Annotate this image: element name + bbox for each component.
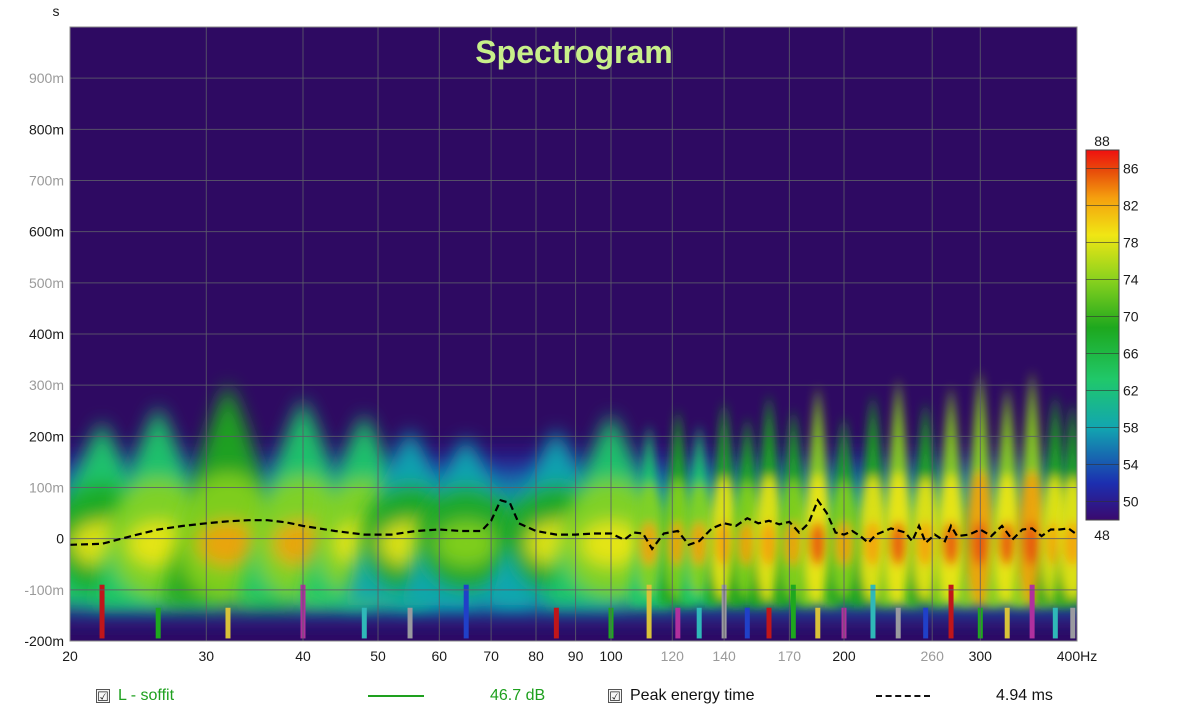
- color-scale-tick-label: 70: [1123, 309, 1139, 325]
- heat-peak-core: [760, 521, 778, 566]
- y-axis-ticks: -200m -100m 0 100m 200m 300m 400m 500m 600m 700m 8…: [24, 70, 64, 649]
- x-tick-label: 60: [432, 648, 448, 664]
- x-tick-label: 40: [295, 648, 311, 664]
- heat-peak-core: [127, 521, 189, 566]
- x-tick-label: 70: [483, 648, 499, 664]
- x-tick-label: 200: [832, 648, 856, 664]
- marker-bar: [225, 607, 231, 639]
- color-scale-tick-label: 66: [1123, 346, 1139, 362]
- color-scale-tick-label: 78: [1123, 235, 1139, 251]
- color-scale-min-label: 48: [1094, 527, 1110, 543]
- color-scale-max-label: 88: [1094, 133, 1110, 149]
- spectrogram-chart: Spectrogram s 20 30 40 50 60 70 80 90 100 120 140 1…: [24, 3, 1139, 664]
- color-scale-tick-label: 58: [1123, 420, 1139, 436]
- marker-bar: [744, 607, 750, 639]
- y-tick-label: 100m: [29, 480, 64, 496]
- color-scale-bar: [1085, 149, 1120, 521]
- heat-peak-core: [197, 521, 259, 566]
- color-scale-tick-label: 54: [1123, 457, 1139, 473]
- heat-peak-core: [916, 521, 935, 566]
- marker-bar: [155, 607, 161, 639]
- y-tick-label: -100m: [24, 582, 64, 598]
- l-soffit-value: 46.7 dB: [490, 684, 545, 708]
- marker-bar: [895, 607, 901, 639]
- marker-bar: [463, 584, 469, 639]
- heat-peak-core: [1023, 521, 1041, 566]
- marker-bar: [815, 607, 821, 639]
- chart-title: Spectrogram: [475, 34, 672, 70]
- marker-bar: [675, 607, 681, 639]
- x-tick-label: 260: [921, 648, 945, 664]
- y-tick-label: 300m: [29, 377, 64, 393]
- marker-bar: [646, 584, 652, 639]
- color-scale-ticks: 50 54 58 62 66 70 74 78 82 86 88 48: [1086, 133, 1139, 543]
- y-tick-label: -200m: [24, 633, 64, 649]
- legend-item-l-soffit[interactable]: ☑ L - soffit: [96, 684, 174, 708]
- y-tick-label: 800m: [29, 121, 64, 137]
- peak-energy-time-series: [70, 498, 1077, 551]
- y-tick-label: 900m: [29, 70, 64, 86]
- x-tick-label: 300: [969, 648, 993, 664]
- l-soffit-value-text: 46.7 dB: [490, 687, 546, 704]
- y-tick-label: 400m: [29, 326, 64, 342]
- y-tick-label: 700m: [29, 173, 64, 189]
- x-tick-label: 20: [62, 648, 78, 664]
- marker-bar: [870, 584, 876, 639]
- l-soffit-line-swatch: [368, 684, 424, 708]
- x-tick-label: 120: [661, 648, 685, 664]
- marker-bar: [1070, 607, 1076, 639]
- y-tick-label: 600m: [29, 224, 64, 240]
- x-tick-label: 140: [712, 648, 736, 664]
- x-axis-ticks: 20 30 40 50 60 70 80 90 100 120 140 170 200 260 300 400…: [62, 648, 1097, 664]
- heat-peak-core: [640, 521, 658, 566]
- marker-bar: [361, 607, 367, 639]
- color-scale-tick-label: 74: [1123, 272, 1139, 288]
- plot-frame: [69, 26, 1078, 642]
- heat-peak-core: [998, 521, 1017, 566]
- y-axis-unit: s: [53, 3, 60, 19]
- color-scale-tick-label: 50: [1123, 494, 1139, 510]
- heat-peak-core: [784, 521, 803, 566]
- l-soffit-checkbox[interactable]: ☑: [96, 688, 110, 704]
- marker-bar: [553, 607, 559, 639]
- peak-energy-time-value: 4.94 ms: [996, 684, 1053, 708]
- peak-energy-time-line: [70, 498, 1077, 551]
- x-tick-label: 400Hz: [1057, 648, 1097, 664]
- peak-energy-time-value-text: 4.94 ms: [996, 687, 1053, 704]
- marker-bar: [99, 584, 105, 639]
- l-soffit-label: L - soffit: [118, 687, 175, 704]
- marker-bar: [696, 607, 702, 639]
- color-scale-tick-label: 82: [1123, 198, 1139, 214]
- x-tick-label: 90: [568, 648, 584, 664]
- marker-bar: [407, 607, 413, 639]
- x-tick-label: 50: [370, 648, 386, 664]
- marker-bar: [948, 584, 954, 639]
- marker-bar: [766, 607, 772, 639]
- y-tick-label: 0: [56, 531, 64, 547]
- marker-bar: [923, 607, 929, 639]
- heat-peak-core: [435, 521, 497, 566]
- heat-peak-core: [808, 521, 827, 566]
- color-scale-tick-label: 62: [1123, 383, 1139, 399]
- heat-peak-core: [1063, 521, 1077, 566]
- color-scale-tick-label: 86: [1123, 161, 1139, 177]
- x-tick-label: 30: [199, 648, 215, 664]
- x-tick-label: 80: [528, 648, 544, 664]
- y-tick-label: 200m: [29, 428, 64, 444]
- x-tick-label: 170: [778, 648, 802, 664]
- peak-energy-time-line-swatch: [876, 684, 930, 708]
- legend-item-peak-energy-time[interactable]: ☑ Peak energy time: [608, 684, 755, 708]
- x-tick-label: 100: [599, 648, 623, 664]
- heat-peak-core: [738, 521, 757, 566]
- heat-peak-core: [864, 521, 882, 566]
- marker-bar: [1004, 607, 1010, 639]
- marker-bar: [1029, 584, 1035, 639]
- color-scale: 50 54 58 62 66 70 74 78 82 86 88 48: [1085, 133, 1139, 543]
- peak-energy-time-label: Peak energy time: [630, 687, 755, 704]
- peak-energy-time-checkbox[interactable]: ☑: [608, 688, 622, 704]
- heat-peak-core: [690, 521, 708, 566]
- marker-bar: [790, 584, 796, 639]
- marker-bar: [1052, 607, 1058, 639]
- y-tick-label: 500m: [29, 275, 64, 291]
